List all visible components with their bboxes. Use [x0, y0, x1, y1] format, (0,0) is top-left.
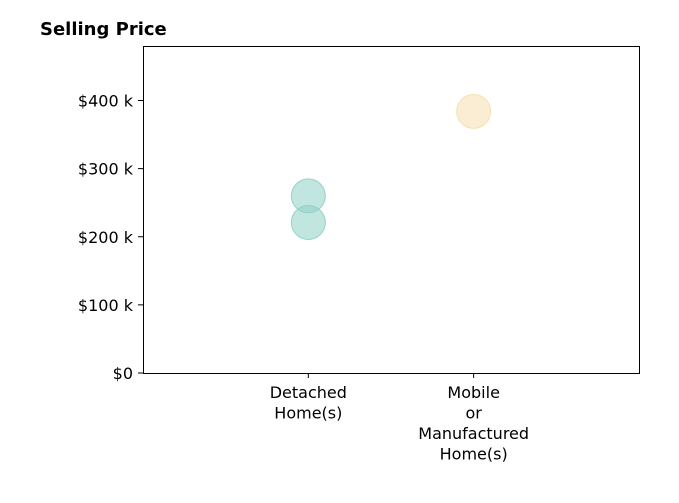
- data-point: [456, 93, 492, 129]
- x-axis: Detached Home(s) Mobile or Manufactured Home(…: [270, 373, 529, 464]
- y-tick-label: $300 k: [78, 160, 134, 179]
- data-points: [290, 93, 492, 240]
- x-tick-label-line: or: [465, 404, 482, 423]
- data-point: [290, 204, 326, 240]
- x-tick-label-line: Detached: [270, 383, 347, 402]
- y-axis: $0 $100 k $200 k $300 k $400 k: [78, 92, 143, 383]
- x-tick-label: Detached Home(s): [270, 383, 347, 423]
- y-tick-label: $0: [113, 364, 133, 383]
- plot-area-frame: [143, 46, 640, 374]
- y-tick-label: $400 k: [78, 92, 134, 111]
- y-tick-label: $100 k: [78, 296, 134, 315]
- x-tick-label-line: Home(s): [274, 404, 342, 423]
- x-tick-label-line: Mobile: [447, 383, 499, 402]
- x-tick-label-line: Home(s): [440, 445, 508, 464]
- x-tick-label: Mobile or Manufactured Home(s): [418, 383, 529, 464]
- x-tick-label-line: Manufactured: [418, 424, 529, 443]
- chart-title: Selling Price: [40, 19, 167, 40]
- y-tick-label: $200 k: [78, 228, 134, 247]
